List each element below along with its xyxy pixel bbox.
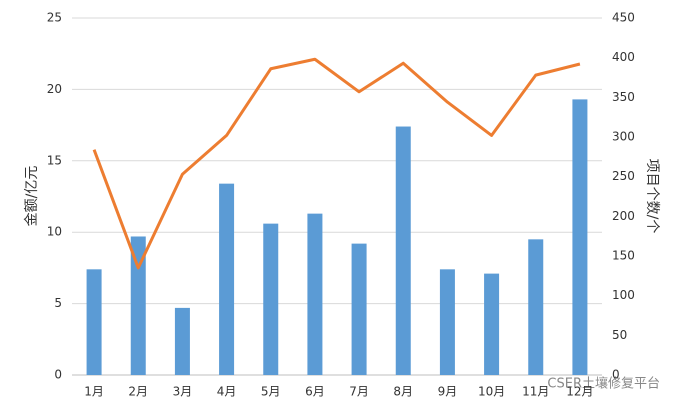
y-tick-label: 0 [54,368,62,382]
y2-tick-label: 400 [612,50,635,64]
y2-axis-label: 项目个数/个 [644,159,660,234]
x-tick-label: 4月 [217,385,237,399]
y2-tick-label: 300 [612,130,635,144]
x-tick-label: 7月 [349,385,369,399]
y2-tick-label: 200 [612,209,635,223]
x-tick-label: 2月 [128,385,148,399]
x-tick-label: 12月 [566,385,593,399]
x-tick-label: 11月 [522,385,549,399]
y2-tick-label: 150 [612,249,635,263]
y-tick-label: 20 [47,82,62,96]
bar [130,236,146,375]
bar [263,223,279,375]
line [92,57,581,270]
y-tick-label: 10 [47,225,62,239]
x-tick-label: 10月 [478,385,505,399]
bar [484,273,500,375]
watermark: CSER土壤修复平台 [547,376,660,392]
y-tick-label: 5 [54,296,62,310]
bar [307,213,323,375]
bar [86,269,102,375]
bar [174,307,190,375]
bar [572,99,588,376]
y2-tick-label: 0 [612,368,620,382]
y2-tick-label: 350 [612,90,635,104]
x-tick-label: 6月 [305,385,325,399]
y2-tick-label: 100 [612,288,635,302]
x-tick-label: 8月 [393,385,413,399]
y2-tick-label: 250 [612,169,635,183]
bar [351,243,367,375]
y-tick-label: 25 [47,11,62,25]
bar [439,269,455,375]
y-tick-label: 15 [47,153,62,167]
bar [395,126,411,375]
x-tick-label: 5月 [261,385,281,399]
x-tick-label: 3月 [173,385,193,399]
y2-tick-label: 450 [612,11,635,25]
x-tick-label: 1月 [84,385,104,399]
y2-tick-label: 50 [612,328,627,342]
y-axis-label: 金额/亿元 [24,166,40,227]
bar [528,239,544,375]
bar [219,183,235,375]
x-tick-label: 9月 [438,385,458,399]
